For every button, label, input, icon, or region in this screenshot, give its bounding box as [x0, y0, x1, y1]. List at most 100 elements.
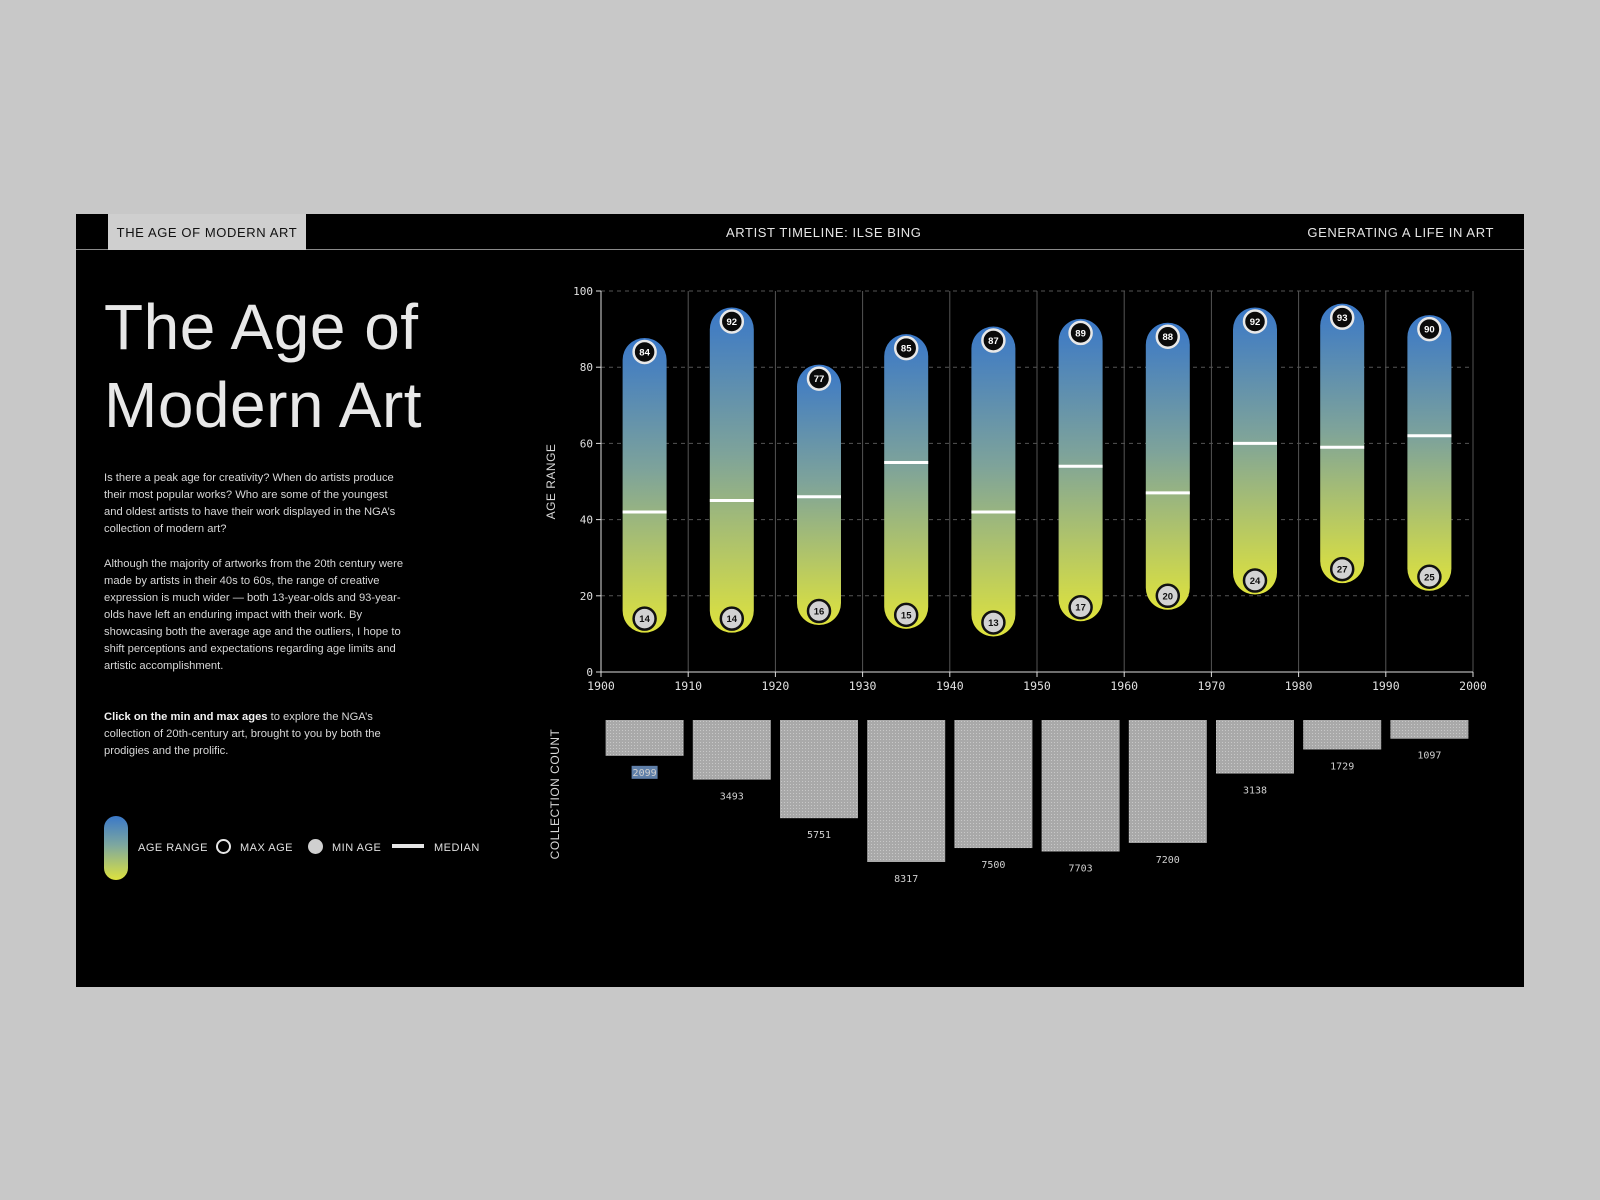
min-age-marker[interactable] [981, 610, 1006, 635]
collection-bar-1950: 7703 [1041, 720, 1120, 875]
min-age-marker[interactable] [1155, 583, 1181, 609]
max-age-marker[interactable] [719, 309, 745, 334]
collection-bar[interactable] [1216, 720, 1294, 774]
max-age-label: 77 [814, 374, 825, 385]
x-tick-label: 1910 [674, 679, 702, 693]
x-tick-label: 1970 [1198, 679, 1226, 693]
min-age-marker[interactable] [1417, 564, 1442, 589]
y-tick-label: 100 [573, 285, 593, 298]
max-age-label: 84 [639, 347, 650, 358]
page-title-line-1: The Age of [104, 291, 419, 363]
collection-count-value: 7500 [981, 860, 1005, 871]
min-age-label: 20 [1163, 591, 1174, 602]
collection-count-label: COLLECTION COUNT [548, 728, 562, 859]
collection-bar[interactable] [954, 720, 1033, 849]
x-tick-label: 1950 [1023, 679, 1051, 693]
min-age-dot-icon [308, 839, 323, 854]
collection-count-value: 1097 [1417, 751, 1441, 762]
collection-bar[interactable] [1303, 720, 1382, 750]
collection-bar[interactable] [1128, 720, 1207, 843]
max-age-marker[interactable] [981, 328, 1006, 353]
collection-count-value: 5751 [807, 830, 831, 841]
y-tick-label: 60 [580, 437, 593, 450]
x-tick-label: 1990 [1372, 679, 1400, 693]
intro-paragraph-3: Click on the min and max ages to explore… [104, 709, 404, 760]
legend: AGE RANGE MAX AGE MIN AGE MEDIAN [104, 814, 524, 884]
age-range-swatch-icon [104, 816, 128, 880]
x-tick-label: 1980 [1285, 679, 1313, 693]
max-age-label: 87 [988, 336, 999, 347]
collection-bar[interactable] [867, 720, 946, 862]
app-frame: THE AGE OF MODERN ART ARTIST TIMELINE: I… [76, 214, 1524, 987]
min-age-label: 17 [1075, 603, 1086, 614]
nav-artist-timeline[interactable]: ARTIST TIMELINE: ILSE BING [726, 225, 922, 240]
min-age-marker[interactable] [893, 602, 919, 628]
legend-label-age-range: AGE RANGE [138, 842, 208, 854]
age-range-1960: 88 20 [1145, 322, 1190, 610]
intro-cta-rest: to explore the NGA’s collection of 20th-… [104, 711, 381, 757]
age-range-1980: 93 27 [1320, 303, 1365, 584]
collection-bar-1980: 1729 [1303, 720, 1382, 773]
age-range-pill [1233, 307, 1277, 595]
collection-bar-1990: 1097 [1390, 720, 1469, 762]
max-age-marker[interactable] [1417, 316, 1442, 342]
collection-bar[interactable] [692, 720, 771, 780]
x-tick-label: 2000 [1459, 679, 1487, 693]
max-age-label: 92 [1250, 317, 1261, 328]
x-tick-label: 1900 [587, 679, 615, 693]
nav-generating-a-life[interactable]: GENERATING A LIFE IN ART [1307, 225, 1494, 240]
min-age-label: 16 [814, 607, 825, 618]
age-range-1920: 77 16 [797, 364, 841, 626]
min-age-marker[interactable] [719, 606, 745, 631]
x-tick-label: 1920 [762, 679, 790, 693]
max-age-label: 90 [1424, 325, 1435, 336]
age-range-1990: 90 25 [1407, 315, 1452, 591]
min-age-label: 24 [1250, 576, 1261, 587]
max-age-label: 85 [901, 344, 912, 355]
collection-bar[interactable] [1041, 720, 1120, 852]
x-tick-label: 1940 [936, 679, 964, 693]
max-age-marker[interactable] [1242, 309, 1268, 334]
collection-bar[interactable] [780, 720, 858, 819]
min-age-marker[interactable] [1329, 556, 1355, 582]
age-range-1970: 92 24 [1233, 307, 1277, 595]
max-age-label: 88 [1163, 332, 1174, 343]
top-nav: THE AGE OF MODERN ART ARTIST TIMELINE: I… [76, 214, 1524, 250]
max-age-circle-icon [216, 839, 231, 854]
min-age-marker[interactable] [1242, 568, 1268, 593]
legend-label-max-age: MAX AGE [240, 842, 294, 854]
min-age-marker[interactable] [632, 606, 657, 631]
age-charts: 0 20 40 60 80 100 1900 1910 1920 1930 1940 1950 1960… [544, 285, 1487, 885]
page-title: The Age of Modern Art [104, 288, 544, 444]
max-age-marker[interactable] [632, 339, 657, 365]
age-range-pill [971, 326, 1016, 637]
collection-bar-1970: 3138 [1216, 720, 1294, 797]
y-tick-label: 0 [586, 666, 593, 679]
tab-age-of-modern-art[interactable]: THE AGE OF MODERN ART [108, 214, 306, 250]
min-age-marker[interactable] [1068, 594, 1093, 620]
max-age-marker[interactable] [893, 335, 919, 361]
label-highlight [631, 765, 658, 779]
min-age-label: 25 [1424, 572, 1435, 583]
max-age-marker[interactable] [1155, 324, 1181, 349]
collection-bar[interactable] [1390, 720, 1469, 739]
collection-count-value: 3493 [720, 792, 744, 803]
min-age-label: 13 [988, 618, 999, 629]
collection-bar-1910: 3493 [692, 720, 771, 803]
collection-bar[interactable] [605, 720, 684, 756]
max-age-marker[interactable] [1068, 320, 1093, 346]
legend-label-min-age: MIN AGE [332, 842, 382, 854]
legend-label-median: MEDIAN [434, 842, 480, 854]
max-age-marker[interactable] [1329, 305, 1355, 330]
age-range-pill [1320, 303, 1365, 584]
collection-count-value: 8317 [894, 874, 918, 885]
y-tick-label: 20 [580, 590, 593, 603]
x-tick-label: 1960 [1110, 679, 1138, 693]
y-axis-label: AGE RANGE [544, 444, 558, 520]
intro-cta-bold: Click on the min and max ages [104, 711, 268, 723]
page-title-line-2: Modern Art [104, 369, 423, 441]
max-age-marker[interactable] [806, 366, 832, 391]
min-age-marker[interactable] [806, 598, 832, 624]
collection-bar-1900: 2099 [605, 720, 684, 779]
age-range-1950: 89 17 [1058, 318, 1103, 622]
